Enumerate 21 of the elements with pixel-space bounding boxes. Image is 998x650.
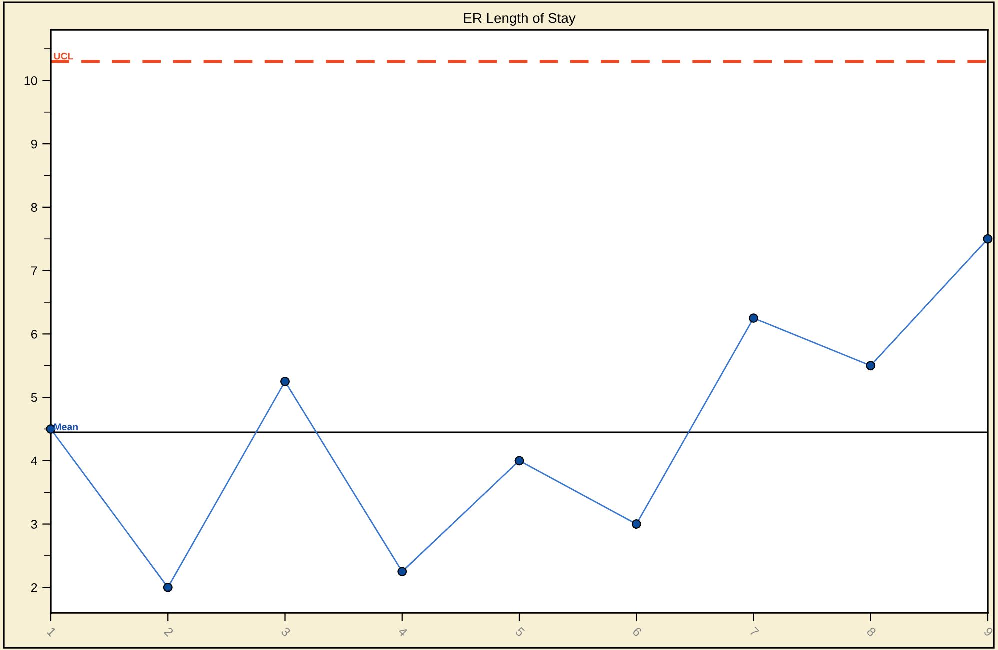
ref-line-label: Mean	[54, 424, 78, 430]
y-tick-label: 7	[31, 266, 38, 276]
y-tick-label: 5	[31, 393, 38, 402]
x-tick-label: 3	[280, 626, 292, 638]
y-tick-label: 6	[31, 330, 38, 339]
y-tick-label: 3	[31, 520, 38, 529]
x-tick-label: 9	[984, 626, 994, 638]
x-tick-label: 5	[515, 626, 526, 638]
chart-title: ER Length of Stay	[464, 12, 576, 26]
x-tick-label: 4	[398, 626, 408, 638]
ref-line-label: UCL	[54, 52, 74, 60]
y-tick-label: 9	[31, 140, 38, 149]
x-tick-label: 7	[749, 626, 760, 638]
x-tick-label: 8	[866, 626, 877, 638]
x-tick-label: 6	[632, 626, 643, 638]
y-tick-label: 4	[31, 456, 38, 466]
y-tick-label: 10	[24, 76, 38, 86]
y-tick-label: 8	[31, 203, 38, 212]
x-tick-label: 2	[164, 626, 174, 638]
x-tick-label: 1	[46, 627, 57, 638]
y-tick-label: 2	[31, 583, 38, 592]
